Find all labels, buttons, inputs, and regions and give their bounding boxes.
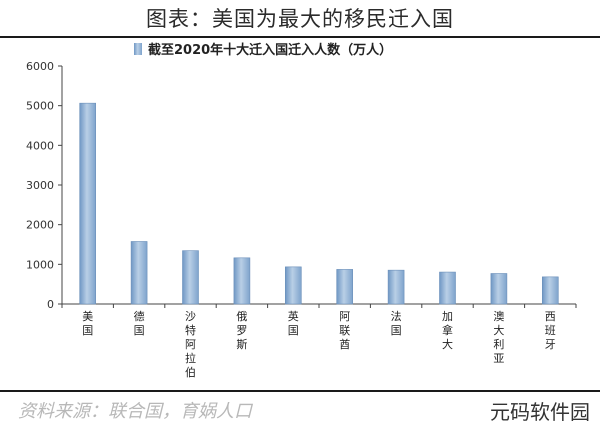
y-tick-label: 1000 [26,258,54,271]
bar-美国 [79,102,96,305]
category-label: 美国 [82,310,93,337]
y-tick-label: 6000 [26,60,54,73]
y-tick-label: 4000 [26,139,54,152]
category-label: 德国 [134,309,145,337]
y-tick-label: 2000 [26,219,54,232]
category-labels: 美国 德国 沙特阿拉伯 俄罗斯 英国 阿联酋 法国 加拿大 澳大利亚 西班牙 [61,304,577,379]
bar-阿联酋 [336,269,354,305]
y-tick-label: 3000 [26,179,54,192]
legend-swatch [134,43,142,55]
bar-西班牙 [541,276,559,305]
category-label: 沙特阿拉伯 [185,310,196,379]
bar-英国 [284,266,302,305]
y-axis-ticks: 0 1000 2000 3000 4000 5000 6000 [26,60,62,311]
chart-header: 图表：美国为最大的移民迁入国 [0,0,600,38]
bar-沙特阿拉伯 [182,250,199,305]
category-label: 西班牙 [545,310,556,351]
watermark: 元码软件园 [490,400,590,424]
bar-澳大利亚 [490,273,508,305]
y-tick-label: 0 [47,298,54,311]
category-label: 阿联酋 [339,310,350,351]
chart-area: 截至2020年十大迁入国迁入人数（万人） 0 1000 2000 3000 4000 50… [0,38,600,388]
category-label: 澳大利亚 [493,310,504,365]
bar-俄罗斯 [233,257,251,305]
footer-rule [0,390,600,392]
category-label: 法国 [391,309,402,337]
chart-title: 图表：美国为最大的移民迁入国 [146,7,454,31]
category-label: 英国 [288,309,299,337]
bar-法国 [387,269,405,305]
legend-label: 截至2020年十大迁入国迁入人数（万人） [148,42,392,58]
category-label: 俄罗斯 [236,310,247,351]
bars [79,102,559,305]
source-note: 资料来源：联合国，育娲人口 [18,401,252,422]
bar-德国 [130,241,148,305]
chart-legend: 截至2020年十大迁入国迁入人数（万人） [134,42,392,58]
y-tick-label: 5000 [26,100,54,113]
bar-chart: 截至2020年十大迁入国迁入人数（万人） 0 1000 2000 3000 4000 50… [26,42,577,379]
bar-加拿大 [439,271,456,305]
category-label: 加拿大 [442,310,453,351]
